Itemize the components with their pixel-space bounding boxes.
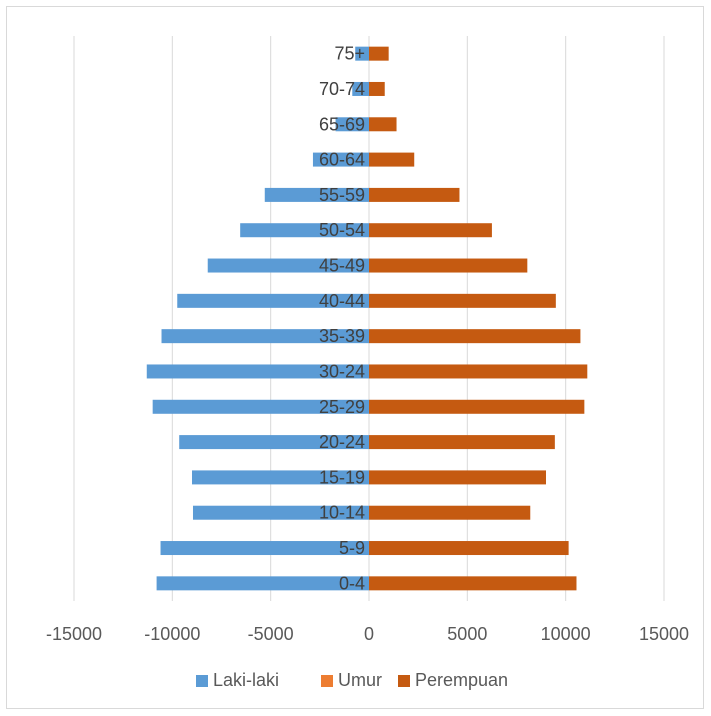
bar-perempuan — [369, 435, 555, 450]
bar-perempuan — [369, 293, 556, 308]
category-label: 45-49 — [319, 256, 365, 276]
bar-perempuan — [369, 81, 385, 96]
bar-laki-laki — [355, 46, 369, 61]
bar-laki-laki — [177, 293, 369, 308]
x-tick-label: -5000 — [248, 624, 294, 644]
bar-perempuan — [369, 541, 569, 556]
bar-laki-laki — [240, 223, 369, 238]
category-label: 55-59 — [319, 185, 365, 205]
bar-perempuan — [369, 576, 577, 591]
category-label: 70-74 — [319, 79, 365, 99]
bar-laki-laki — [352, 81, 369, 96]
category-label: 75+ — [334, 44, 365, 64]
category-label: 30-24 — [319, 361, 365, 381]
category-label: 5-9 — [339, 538, 365, 558]
bar-perempuan — [369, 364, 588, 379]
category-label: 65-69 — [319, 114, 365, 134]
bar-laki-laki — [179, 435, 369, 450]
legend-swatch — [398, 675, 410, 687]
bar-laki-laki — [146, 364, 369, 379]
x-tick-label: 5000 — [447, 624, 487, 644]
bar-laki-laki — [335, 117, 369, 132]
category-label: 35-39 — [319, 326, 365, 346]
category-label: 10-14 — [319, 503, 365, 523]
bar-laki-laki — [192, 470, 369, 485]
bar-perempuan — [369, 399, 585, 414]
x-tick-label: -10000 — [144, 624, 200, 644]
category-label: 20-24 — [319, 432, 365, 452]
legend-label: Umur — [338, 670, 382, 690]
category-label: 50-54 — [319, 220, 365, 240]
bar-perempuan — [369, 258, 528, 273]
bar-perempuan — [369, 470, 546, 485]
legend-swatch — [196, 675, 208, 687]
x-tick-label: 0 — [364, 624, 374, 644]
bar-laki-laki — [161, 329, 369, 344]
legend-label: Laki-laki — [213, 670, 279, 690]
legend-label: Perempuan — [415, 670, 508, 690]
bar-laki-laki — [264, 187, 369, 202]
category-label: 40-44 — [319, 291, 365, 311]
legend-swatch — [321, 675, 333, 687]
bar-laki-laki — [160, 541, 369, 556]
category-label: 25-29 — [319, 397, 365, 417]
x-tick-label: 15000 — [639, 624, 689, 644]
category-label: 0-4 — [339, 573, 365, 593]
bar-perempuan — [369, 223, 492, 238]
bar-perempuan — [369, 117, 397, 132]
category-label: 60-64 — [319, 150, 365, 170]
bar-laki-laki — [312, 152, 369, 167]
bar-perempuan — [369, 187, 460, 202]
category-label: 15-19 — [319, 467, 365, 487]
x-tick-label: 10000 — [541, 624, 591, 644]
bar-laki-laki — [152, 399, 369, 414]
bar-perempuan — [369, 505, 531, 520]
bar-laki-laki — [156, 576, 369, 591]
bar-laki-laki — [207, 258, 369, 273]
bar-perempuan — [369, 329, 581, 344]
bar-perempuan — [369, 152, 415, 167]
bar-perempuan — [369, 46, 389, 61]
x-tick-label: -15000 — [46, 624, 102, 644]
bar-laki-laki — [192, 505, 369, 520]
